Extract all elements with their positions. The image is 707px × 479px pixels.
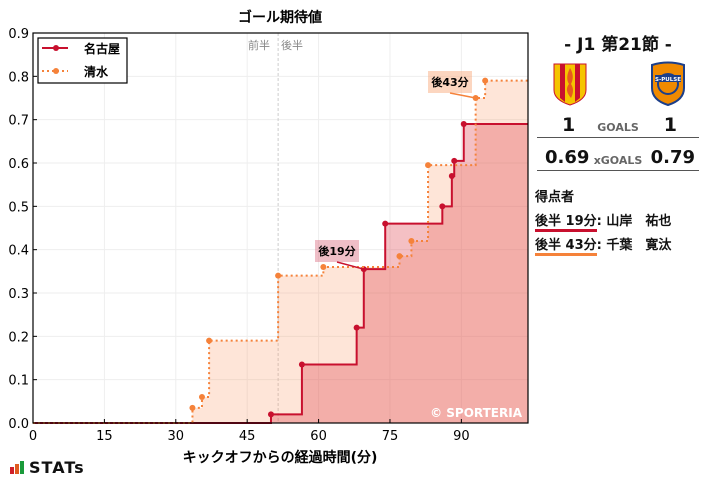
x-tick-label: 90: [453, 429, 470, 444]
y-tick-label: 0.4: [8, 244, 29, 259]
y-tick-label: 0.1: [8, 374, 29, 389]
y-tick-label: 0.9: [8, 27, 29, 42]
chart-fills: [33, 80, 528, 424]
y-tick-label: 0.7: [8, 114, 29, 129]
nagoya-crest-icon: [551, 60, 589, 106]
goal-annotation: 後19分: [318, 244, 355, 258]
xgoals-label: xGOALS: [593, 154, 643, 167]
x-tick-label: 0: [29, 429, 37, 444]
away-goals: 1: [663, 114, 677, 136]
svg-text:S-PULSE: S-PULSE: [655, 77, 681, 83]
chart-title: ゴール期待値: [238, 9, 322, 26]
y-tick-label: 0.3: [8, 287, 29, 302]
first-half-label: 前半: [248, 38, 270, 52]
goals-row: 1 GOALS 1: [537, 114, 699, 138]
x-axis-label: キックオフからの経過時間(分): [183, 449, 378, 466]
scorers-title: 得点者: [535, 190, 575, 205]
scorer-row: 後半 43分: 千葉 寛汰: [535, 234, 671, 256]
goal-annotation: 後43分: [431, 75, 468, 89]
second-half-label: 後半: [281, 38, 303, 52]
x-tick-label: 75: [382, 429, 399, 444]
goals-label: GOALS: [597, 121, 639, 134]
home-xgoals: 0.69: [545, 147, 590, 168]
y-tick-label: 0.2: [8, 330, 29, 345]
stats-logo: STATs: [10, 458, 85, 477]
chart-lines: [33, 77, 528, 424]
home-goals: 1: [562, 114, 576, 136]
brand-name: STATs: [29, 458, 85, 477]
x-tick-label: 45: [239, 429, 256, 444]
scorer-name: : 千葉 寛汰: [596, 238, 672, 253]
xgoals-row: 0.69 xGOALS 0.79: [537, 145, 699, 171]
chart-axes: 0 15 30 45 60 75 90 0.0 0.1 0.2 0.3 0.4 0.5 0.6 0.7 0.8…: [8, 27, 529, 444]
watermark: © SPORTERIA: [430, 406, 523, 420]
scorer-row: 後半 19分: 山岸 祐也: [535, 210, 671, 232]
x-tick-label: 60: [310, 429, 327, 444]
y-tick-label: 0.8: [8, 70, 29, 85]
bar-chart-icon: [10, 460, 24, 474]
scorer-name: : 山岸 祐也: [596, 214, 672, 229]
y-tick-label: 0.5: [8, 200, 29, 215]
scorer-time: 後半 43分: [535, 234, 597, 256]
y-tick-label: 0.6: [8, 157, 29, 172]
legend-shimizu: 清水: [84, 64, 109, 79]
x-tick-label: 15: [96, 429, 113, 444]
y-tick-label: 0.0: [8, 417, 29, 432]
chart-legend: 名古屋 清水: [37, 37, 128, 84]
chart-annotations: 後19分 後43分: [315, 71, 476, 270]
scorer-time: 後半 19分: [535, 210, 597, 232]
round-title: - J1 第21節 -: [564, 35, 672, 55]
xg-chart: 0 15 30 45 60 75 90 0.0 0.1 0.2 0.3 0.4 0.5 0.6 0.7 0.8…: [8, 9, 529, 466]
shimizu-crest-icon: S-PULSE: [649, 60, 687, 107]
x-tick-label: 30: [168, 429, 185, 444]
away-xgoals: 0.79: [650, 147, 695, 168]
legend-nagoya: 名古屋: [84, 41, 120, 56]
